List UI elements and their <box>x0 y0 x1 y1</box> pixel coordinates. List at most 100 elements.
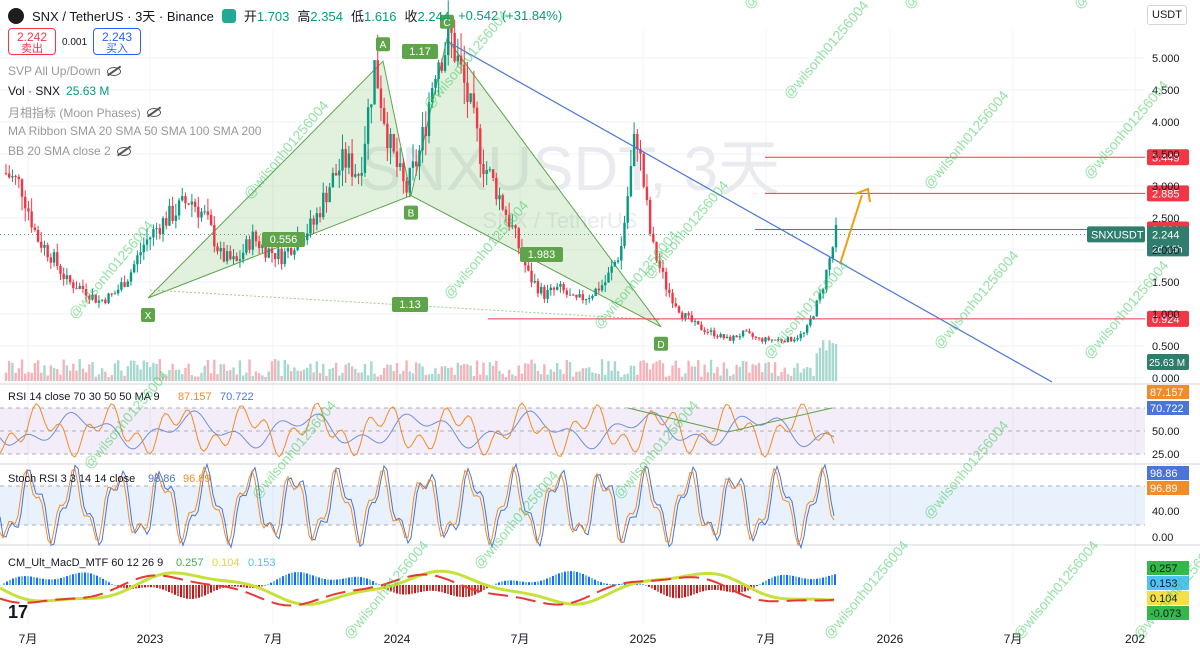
pattern-point-label: D <box>657 340 664 351</box>
candle-body <box>56 252 59 266</box>
candle-body <box>828 258 831 270</box>
volume-bar <box>418 363 421 381</box>
indicator-svp[interactable]: SVP All Up/Down <box>8 64 121 78</box>
macd-hist-bar <box>9 579 11 585</box>
candle-body <box>110 293 113 295</box>
macd-badge-label: 0.104 <box>1150 593 1178 605</box>
macd-line <box>0 569 835 606</box>
macd-hist-bar <box>375 582 377 585</box>
candle-body <box>770 339 774 341</box>
candle-body <box>174 215 178 221</box>
volume-bar <box>190 375 194 381</box>
candle-body <box>72 282 75 289</box>
macd-hist-bar <box>402 585 404 595</box>
volume-bar <box>514 375 517 381</box>
candle-body <box>456 55 460 62</box>
candle-body <box>11 176 14 178</box>
candle-body <box>757 337 761 339</box>
pattern-point <box>440 14 454 29</box>
volume-bar <box>200 372 203 381</box>
candle-body <box>190 201 194 205</box>
candle-body <box>661 267 665 272</box>
macd-hist-bar <box>621 583 623 585</box>
candle-body <box>91 294 94 300</box>
volume-bar <box>97 374 101 381</box>
price-axis[interactable]: 5.000 4.500 4.000 3.500 3.000 2.500 2.000 1.500… <box>1152 53 1180 385</box>
volume-bar <box>427 374 431 381</box>
volume-bar <box>536 370 540 381</box>
volume-bar <box>607 361 610 381</box>
volume-bar <box>645 362 649 381</box>
indicator-moon[interactable]: 月相指标 (Moon Phases) <box>8 104 161 121</box>
macd-badge <box>1147 591 1189 605</box>
candle-body <box>812 316 815 319</box>
macd-hist-bar <box>309 574 311 585</box>
candle-body <box>818 293 822 301</box>
indicator-bb[interactable]: BB 20 SMA close 2 <box>8 144 131 158</box>
candle-body <box>549 287 552 291</box>
indicator-ma-ribbon[interactable]: MA Ribbon SMA 20 SMA 50 SMA 100 SMA 200 <box>8 124 262 138</box>
macd-hist-bar <box>327 579 329 585</box>
user-watermark: @wilsonh01256004 <box>1010 537 1102 642</box>
symbol-title[interactable]: SNX / TetherUS · 3天 · Binance <box>32 9 214 24</box>
candle-body <box>293 250 296 255</box>
candle-body <box>636 134 639 150</box>
candle-body <box>440 62 444 71</box>
eye-hidden-icon[interactable] <box>106 66 121 76</box>
macd-hist-bar <box>462 585 464 598</box>
pattern-point-label: X <box>145 311 152 322</box>
volume-bar <box>741 360 745 381</box>
candle-body <box>802 332 806 334</box>
buy-button[interactable]: 2.243 买入 <box>93 28 141 55</box>
volume-bar <box>392 371 395 381</box>
macd-hist-bar <box>177 585 179 597</box>
level-label: 0.924 <box>1152 314 1180 326</box>
volume-bar <box>197 376 200 381</box>
macd-hist-bar <box>735 585 737 593</box>
candle-body <box>402 163 405 182</box>
user-watermark: @wilsonh01256004 <box>820 537 912 642</box>
macd-hist-bar <box>444 585 446 594</box>
currency-select[interactable]: USDT <box>1147 5 1187 25</box>
rsi-tick: 50.00 <box>1152 426 1180 438</box>
volume-bar <box>719 375 722 381</box>
volume-bar <box>693 366 697 381</box>
candle-body <box>232 256 235 260</box>
macd-value: 0.257 <box>176 557 204 569</box>
candle-body <box>347 153 351 168</box>
volume-bar <box>821 340 825 381</box>
macd-hist-bar <box>507 580 509 585</box>
macd-hist-bar <box>606 583 608 585</box>
macd-hist-bar <box>258 585 260 588</box>
macd-signal-line <box>0 573 835 607</box>
candle-body <box>475 107 479 129</box>
volume-bar <box>594 373 597 381</box>
indicator-vol[interactable]: Vol · SNX 25.63 M <box>8 84 110 98</box>
candle-body <box>491 169 495 178</box>
eye-hidden-icon[interactable] <box>146 108 161 117</box>
volume-bar <box>620 376 623 381</box>
candle-body <box>584 298 588 301</box>
volume-bar <box>20 359 24 381</box>
macd-hist-bar <box>453 585 455 596</box>
time-axis[interactable]: 7月 2023 7月 2024 7月 2025 7月 2026 7月 202 <box>19 632 1146 646</box>
stoch-title: Stoch RSI 3 3 14 14 close <box>8 473 135 485</box>
macd-hist-bar <box>510 580 512 585</box>
volume-bar <box>325 375 328 381</box>
volume-bar <box>748 372 751 381</box>
candle-body <box>697 320 700 325</box>
macd-hist-bar <box>201 585 203 597</box>
volume-bar <box>809 367 812 381</box>
macd-hist-bar <box>660 585 662 594</box>
volume-bar <box>437 373 440 381</box>
volume-bar <box>543 364 546 381</box>
eye-hidden-icon[interactable] <box>116 146 131 156</box>
candle-body <box>572 294 575 296</box>
volume-bar <box>706 372 710 381</box>
volume-bar <box>72 363 75 381</box>
macd-hist-bar <box>771 577 773 585</box>
sell-button[interactable]: 2.242 卖出 <box>8 28 56 55</box>
macd-hist-bar <box>33 577 35 585</box>
volume-bar <box>225 370 229 381</box>
